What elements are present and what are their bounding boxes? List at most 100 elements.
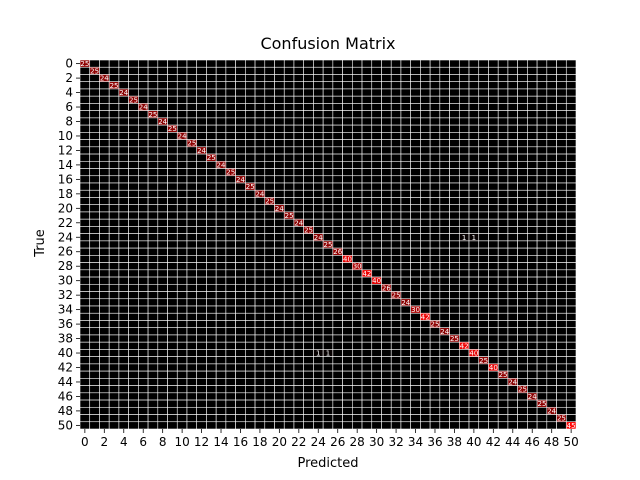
heatmap-cell — [89, 414, 100, 423]
heatmap-cell — [274, 117, 285, 126]
heatmap-cell — [478, 81, 489, 90]
heatmap-cell — [400, 95, 411, 104]
heatmap-cell — [527, 370, 538, 379]
heatmap-cell — [89, 283, 100, 292]
heatmap-cell — [410, 240, 421, 249]
heatmap-cell — [517, 414, 528, 423]
heatmap-cell — [283, 74, 295, 83]
heatmap-cell — [517, 240, 528, 249]
heatmap-cell — [352, 414, 363, 423]
heatmap-cell — [527, 240, 538, 249]
heatmap-cell — [439, 226, 450, 234]
heatmap-cell — [352, 146, 363, 155]
cell-value-label: 26 — [382, 284, 391, 292]
heatmap-cell — [264, 247, 275, 256]
heatmap-cell — [449, 59, 460, 68]
heatmap-cell — [118, 414, 129, 423]
heatmap-cell — [215, 110, 227, 119]
heatmap-cell — [138, 139, 149, 148]
heatmap-cell — [468, 139, 480, 148]
heatmap-cell — [410, 385, 421, 394]
heatmap-cell — [79, 298, 91, 307]
heatmap-cell — [313, 370, 324, 379]
heatmap-cell — [303, 255, 314, 263]
heatmap-cell — [439, 160, 450, 169]
cell-value-label: 42 — [362, 270, 371, 278]
heatmap-cell — [429, 291, 441, 300]
heatmap-cell — [381, 59, 392, 68]
heatmap-cell — [167, 399, 178, 408]
heatmap-cell — [332, 153, 343, 162]
heatmap-cell — [89, 233, 100, 242]
heatmap-cell — [517, 356, 528, 365]
heatmap-cell — [458, 291, 470, 300]
heatmap-cell — [176, 197, 188, 206]
heatmap-cell — [488, 399, 499, 408]
heatmap-cell — [342, 182, 353, 191]
heatmap-cell — [264, 233, 275, 242]
heatmap-cell — [546, 240, 557, 249]
heatmap-cell — [342, 399, 353, 408]
heatmap-cell — [478, 226, 489, 234]
heatmap-cell — [536, 406, 548, 415]
heatmap-cell — [507, 399, 518, 408]
heatmap-cell — [332, 312, 343, 321]
x-tick-label: 12 — [194, 435, 209, 449]
heatmap-cell — [118, 283, 129, 292]
y-tick-label: 24 — [58, 230, 73, 244]
heatmap-cell — [546, 327, 557, 336]
heatmap-cell — [147, 226, 159, 234]
heatmap-cell — [138, 262, 149, 271]
heatmap-cell — [79, 117, 91, 126]
heatmap-cell — [546, 341, 557, 350]
heatmap-cell — [147, 363, 159, 372]
heatmap-cell — [342, 160, 353, 169]
heatmap-cell — [536, 226, 548, 234]
heatmap-cell — [381, 211, 392, 220]
heatmap-cell — [118, 233, 129, 242]
heatmap-cell — [342, 356, 353, 365]
heatmap-cell — [458, 262, 470, 271]
heatmap-cell — [429, 312, 441, 321]
heatmap-cell — [303, 218, 314, 227]
heatmap-cell — [497, 168, 509, 177]
heatmap-cell — [235, 226, 246, 234]
heatmap-cell — [138, 363, 149, 372]
heatmap-cell — [371, 370, 382, 379]
heatmap-cell — [128, 117, 139, 126]
heatmap-cell — [245, 139, 256, 148]
heatmap-cell — [167, 168, 178, 177]
heatmap-cell — [410, 74, 421, 83]
heatmap-cell — [565, 334, 577, 343]
heatmap-cell — [449, 182, 460, 191]
heatmap-cell — [565, 385, 577, 394]
heatmap-cell — [283, 139, 295, 148]
heatmap-cell — [89, 146, 100, 155]
heatmap-cell — [527, 399, 538, 408]
heatmap-cell — [128, 240, 139, 249]
heatmap-cell — [400, 269, 411, 278]
heatmap-cell — [79, 81, 91, 90]
heatmap-cell — [254, 95, 266, 104]
heatmap-cell — [79, 255, 91, 263]
heatmap-cell — [264, 414, 275, 423]
heatmap-cell — [293, 160, 304, 169]
heatmap-cell — [245, 399, 256, 408]
heatmap-cell — [468, 392, 480, 401]
heatmap-cell — [478, 182, 489, 191]
heatmap-cell — [371, 110, 382, 119]
heatmap-cell — [167, 421, 178, 430]
heatmap-cell — [332, 414, 343, 423]
heatmap-cell — [157, 414, 168, 423]
heatmap-cell — [527, 160, 538, 169]
heatmap-cell — [176, 363, 188, 372]
heatmap-cell — [381, 399, 392, 408]
heatmap-cell — [196, 378, 207, 386]
heatmap-cell — [439, 262, 450, 271]
heatmap-cell — [361, 276, 373, 285]
heatmap-cell — [468, 240, 480, 249]
heatmap-cell — [138, 341, 149, 350]
heatmap-cell — [352, 421, 363, 430]
heatmap-cell — [215, 276, 227, 285]
heatmap-cell — [79, 146, 91, 155]
